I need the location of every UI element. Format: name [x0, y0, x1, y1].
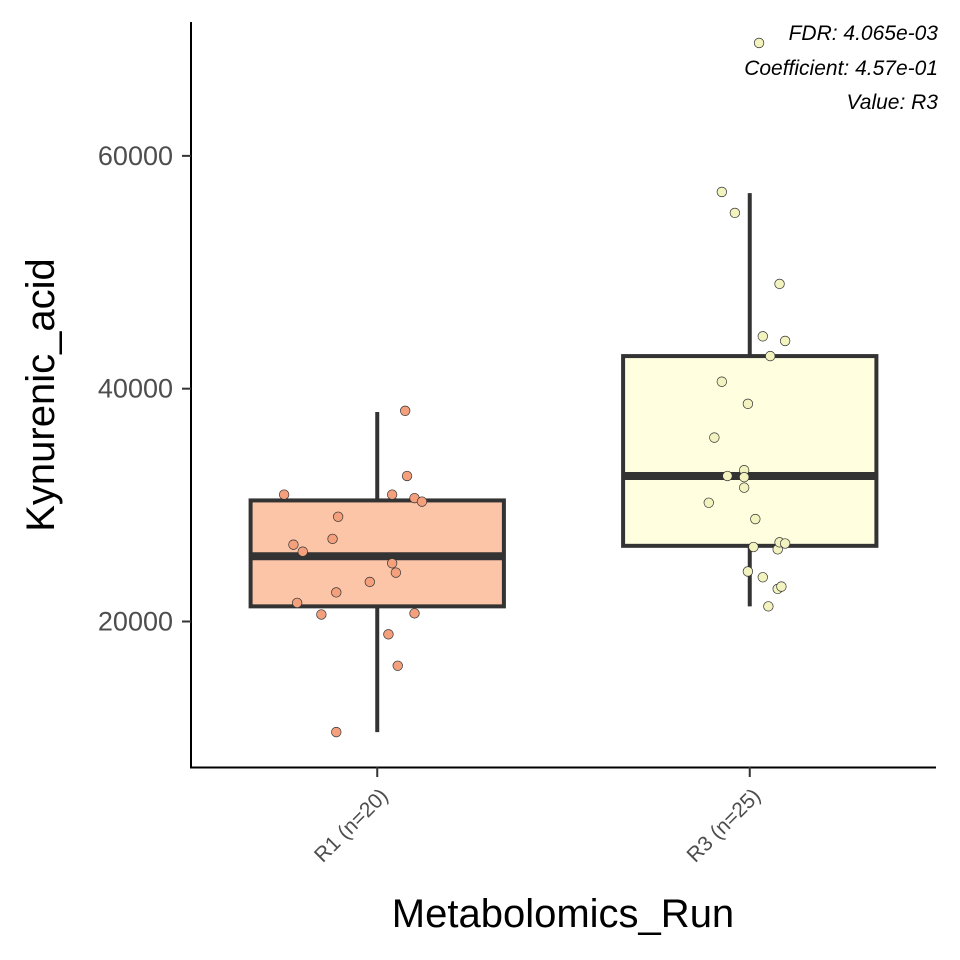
- x-axis-title: Metabolomics_Run: [392, 892, 734, 936]
- annotation-coefficient: Coefficient: 4.57e-01: [744, 57, 938, 80]
- group-1-point: [774, 278, 785, 290]
- y-axis-ticks: 20000 40000 60000: [98, 141, 191, 636]
- group-0-point: [387, 489, 398, 500]
- group-1-point: [765, 350, 776, 362]
- group-1-point: [729, 207, 740, 219]
- group-1-point: [703, 497, 714, 508]
- group-1-point: [739, 482, 750, 493]
- group-0-point: [401, 470, 413, 482]
- group-1-point: [722, 470, 733, 482]
- group-1-point: [709, 432, 720, 443]
- group-1-point: [763, 601, 774, 612]
- y-tick-label: 60000: [98, 141, 173, 171]
- y-tick-label: 40000: [98, 374, 173, 404]
- group-1-box: [621, 354, 879, 548]
- group-0-point: [409, 608, 420, 619]
- group-1-point: [757, 331, 768, 342]
- group-0-point: [383, 629, 394, 640]
- group-0-point: [316, 609, 327, 620]
- y-axis-title: Kynurenic_acid: [19, 258, 63, 532]
- group-0-point: [327, 533, 338, 544]
- group-1-point: [716, 186, 727, 198]
- group-0-point: [400, 405, 411, 416]
- annotation-fdr: FDR: 4.065e-03: [789, 22, 939, 45]
- group-0-point: [390, 567, 402, 578]
- group-0-point: [387, 558, 398, 569]
- group-0-point: [292, 597, 303, 609]
- group-0-point: [364, 576, 375, 588]
- group-0-point: [278, 489, 290, 500]
- group-0-point: [331, 587, 342, 598]
- group-1-point: [779, 538, 791, 549]
- group-1-point: [742, 398, 754, 409]
- annotation-value: Value: R3: [847, 91, 939, 114]
- x-axis-ticks: R1 (n=20) R3 (n=25): [310, 767, 765, 867]
- group-1-point: [776, 581, 787, 592]
- group-1-point: [739, 471, 750, 483]
- group-1-point: [742, 566, 754, 577]
- group-1-point: [779, 335, 791, 347]
- group-1-point: [757, 572, 768, 583]
- group-1-point: [750, 513, 761, 525]
- group-0-point: [392, 660, 403, 671]
- group-1-point: [716, 376, 727, 387]
- x-tick-label: R3 (n=25): [683, 784, 766, 867]
- group-0-point: [297, 546, 308, 557]
- group-0-point: [331, 726, 342, 738]
- x-tick-label: R1 (n=20): [310, 784, 393, 867]
- group-1-point: [748, 541, 759, 553]
- y-tick-label: 20000: [98, 606, 173, 636]
- group-0-point: [288, 539, 299, 550]
- group-0-point: [416, 496, 428, 507]
- group-1-point: [753, 37, 765, 49]
- plot-area: [248, 37, 879, 738]
- group-0-point: [332, 511, 344, 522]
